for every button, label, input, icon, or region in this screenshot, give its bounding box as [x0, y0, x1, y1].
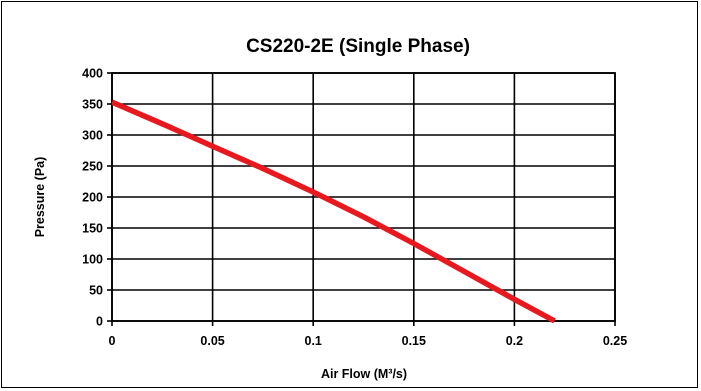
- y-tick-label: 400: [82, 67, 103, 81]
- y-tick-label: 50: [89, 284, 103, 298]
- x-tick-label: 0.05: [200, 334, 224, 348]
- y-tick-label: 200: [82, 191, 103, 205]
- x-tick-label: 0: [109, 334, 116, 348]
- x-axis-ticks: 0 0.05 0.1 0.15 0.2 0.25: [109, 321, 627, 348]
- y-tick-label: 250: [82, 160, 103, 174]
- y-tick-label: 150: [82, 222, 103, 236]
- chart-title: CS220-2E (Single Phase): [246, 36, 470, 57]
- y-tick-label: 350: [82, 98, 103, 112]
- grid: [111, 72, 616, 322]
- x-tick-label: 0.15: [402, 334, 426, 348]
- x-tick-label: 0.1: [305, 334, 322, 348]
- x-tick-label: 0.25: [603, 334, 627, 348]
- y-tick-label: 100: [82, 253, 103, 267]
- y-tick-label: 0: [96, 315, 103, 329]
- y-axis-label: Pressure (Pa): [33, 157, 47, 238]
- y-axis-ticks: 0 50 100 150 200 250 300 350 400: [82, 67, 112, 329]
- series-layer: [110, 99, 556, 324]
- x-axis-label: Air Flow (M³/s): [321, 367, 407, 381]
- y-tick-label: 300: [82, 129, 103, 143]
- x-tick-label: 0.2: [506, 334, 523, 348]
- series-line: [110, 99, 556, 324]
